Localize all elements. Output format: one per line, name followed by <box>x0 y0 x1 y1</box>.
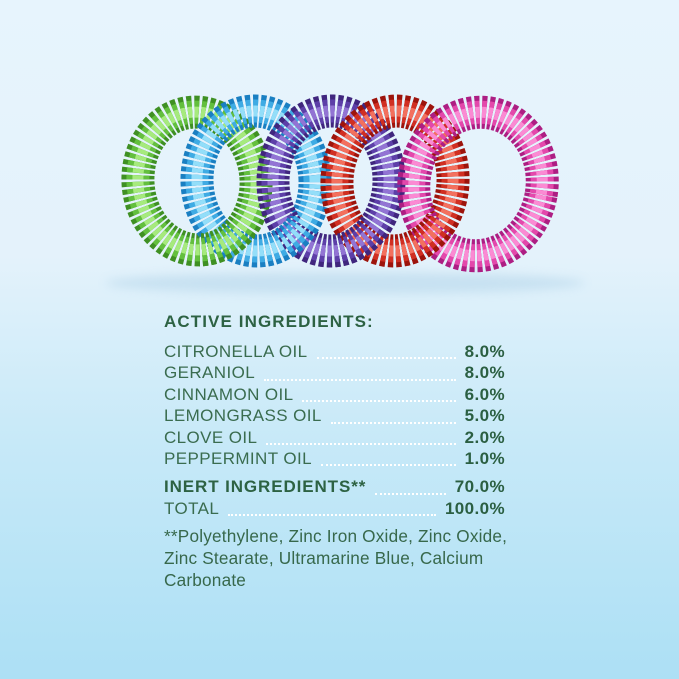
dotted-leader <box>266 442 456 445</box>
dotted-leader <box>316 357 456 360</box>
ingredient-percentage: 1.0% <box>464 448 505 468</box>
bracelets-shadow <box>105 272 585 294</box>
ingredient-name: PEPPERMINT OIL <box>164 448 312 468</box>
dotted-leader <box>320 464 456 467</box>
ingredient-row: CLOVE OIL 2.0% <box>164 428 505 449</box>
ingredient-name: CINNAMON OIL <box>164 384 294 404</box>
ingredient-percentage: 6.0% <box>464 384 505 404</box>
ingredient-percentage: 100.0% <box>444 498 505 518</box>
ingredient-row: TOTAL 100.0% <box>164 499 505 520</box>
ingredient-percentage: 8.0% <box>464 363 505 383</box>
ingredient-name: CITRONELLA OIL <box>164 342 308 361</box>
ingredient-percentage: 70.0% <box>454 477 505 497</box>
pink-bracelet <box>402 102 553 266</box>
dotted-leader <box>264 378 456 381</box>
active-ingredients-heading: ACTIVE INGREDIENTS: <box>164 312 374 331</box>
dotted-leader <box>375 492 446 495</box>
dotted-leader <box>228 514 436 517</box>
ingredient-row: INERT INGREDIENTS** 70.0% <box>164 477 505 498</box>
ingredient-percentage: 8.0% <box>464 342 505 361</box>
inert-ingredients-footnote: **Polyethylene, Zinc Iron Oxide, Zinc Ox… <box>164 526 508 591</box>
ingredient-name: LEMONGRASS OIL <box>164 406 322 426</box>
ingredient-name: INERT INGREDIENTS** <box>164 477 367 497</box>
ingredient-name: GERANIOL <box>164 363 256 383</box>
dotted-leader <box>330 421 456 424</box>
ingredient-row: LEMONGRASS OIL 5.0% <box>164 406 505 427</box>
dotted-leader <box>302 400 456 403</box>
bracelets-hero-image <box>105 0 585 294</box>
ingredient-row: GERANIOL 8.0% <box>164 363 505 384</box>
ingredients-summary-list: INERT INGREDIENTS** 70.0% TOTAL 100.0% <box>164 477 505 520</box>
ingredient-percentage: 2.0% <box>464 427 505 447</box>
ingredient-percentage: 5.0% <box>464 406 505 426</box>
ingredient-row: PEPPERMINT OIL 1.0% <box>164 449 505 470</box>
ingredient-row: CITRONELLA OIL 8.0% <box>164 342 505 363</box>
ingredient-name: TOTAL <box>164 498 220 518</box>
ingredients-panel: ACTIVE INGREDIENTS: CITRONELLA OIL 8.0% GE… <box>164 312 507 591</box>
ingredient-name: CLOVE OIL <box>164 427 258 447</box>
ingredient-row: CINNAMON OIL 6.0% <box>164 385 505 406</box>
active-ingredients-list: CITRONELLA OIL 8.0% GERANIOL 8.0% CINNAMON O… <box>164 342 505 470</box>
